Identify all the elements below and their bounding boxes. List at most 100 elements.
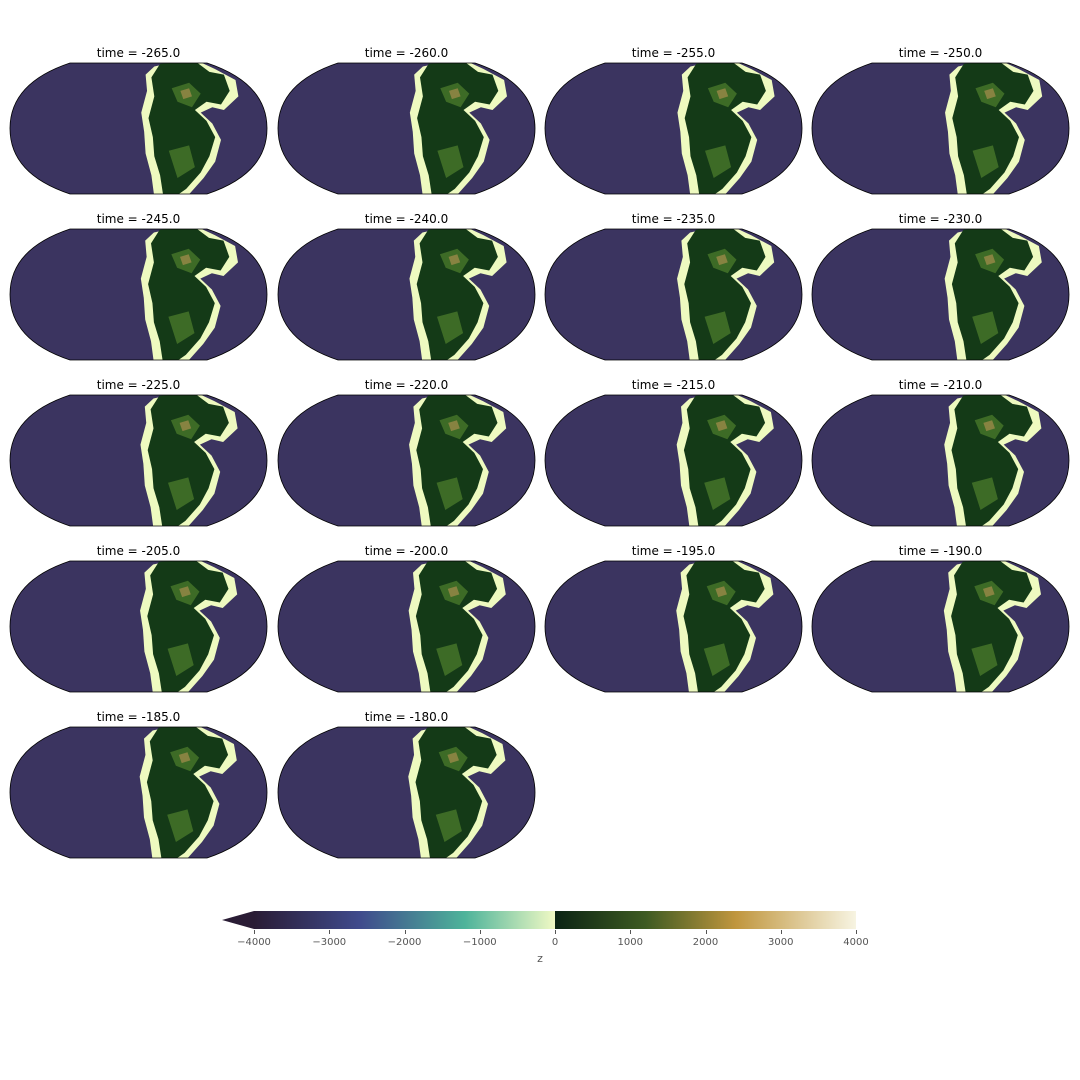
landmass (684, 63, 766, 194)
highland (705, 82, 737, 178)
colorbar-tick (479, 930, 481, 934)
panel-title: time = -190.0 (898, 544, 983, 558)
mountain (449, 88, 461, 100)
highland (167, 746, 200, 842)
map-boundary (811, 394, 1070, 527)
panel-title: time = -260.0 (364, 46, 449, 60)
map-panel (811, 62, 1070, 195)
colorbar-tick (329, 930, 331, 934)
map-panel (544, 62, 803, 195)
landmass (416, 229, 498, 360)
colorbar-land-segment (555, 911, 856, 929)
colorbar-tick-label: 4000 (843, 937, 869, 948)
colorbar-tick (630, 930, 632, 934)
map-panel (544, 394, 803, 527)
map-panel (277, 62, 536, 195)
panel-title: time = -215.0 (631, 378, 716, 392)
map-boundary (277, 560, 536, 693)
highland (437, 248, 469, 344)
highland (437, 82, 470, 178)
highland (436, 414, 469, 510)
map-boundary (811, 560, 1070, 693)
panel-title: time = -210.0 (898, 378, 983, 392)
map-panel (544, 228, 803, 361)
mountain (984, 88, 996, 100)
landmass (148, 229, 230, 360)
highland (704, 248, 737, 344)
highland (168, 248, 201, 344)
map-boundary (544, 62, 803, 195)
landmass (415, 561, 498, 692)
colorbar-label: z (537, 952, 543, 965)
colorbar-tick (705, 930, 707, 934)
mountain (178, 752, 191, 764)
map-boundary (9, 394, 268, 527)
panel-title: time = -265.0 (96, 46, 181, 60)
landmass (951, 561, 1033, 692)
map-panel (9, 560, 268, 693)
mountain (983, 254, 996, 266)
map-panel (811, 228, 1070, 361)
highland (972, 82, 1005, 178)
map-panel (277, 560, 536, 693)
map-boundary (9, 560, 268, 693)
highland (436, 580, 469, 676)
mountain (179, 420, 192, 432)
map-boundary (9, 228, 268, 361)
panel-title: time = -195.0 (631, 544, 716, 558)
colorbar-tick (856, 930, 857, 934)
panel-title: time = -185.0 (96, 710, 181, 724)
highland (435, 746, 468, 842)
colorbar-ocean-segment (254, 911, 555, 929)
colorbar-tick (555, 930, 556, 934)
landmass (951, 395, 1033, 526)
highland (703, 580, 736, 676)
highland (167, 580, 200, 676)
colorbar-tick-label: −4000 (237, 937, 271, 948)
map-panel (9, 726, 268, 859)
map-panel (9, 62, 268, 195)
mountain (448, 420, 460, 432)
landmass (952, 63, 1034, 194)
panel-title: time = -255.0 (631, 46, 716, 60)
map-panel (277, 394, 536, 527)
map-panel (544, 560, 803, 693)
panel-title: time = -230.0 (898, 212, 983, 226)
landmass (416, 395, 498, 526)
landmass (147, 395, 229, 526)
landmass (417, 63, 499, 194)
map-boundary (811, 228, 1070, 361)
panel-title: time = -235.0 (631, 212, 716, 226)
map-boundary (277, 394, 536, 527)
mountain (447, 752, 459, 764)
colorbar-tick-label: 3000 (768, 937, 794, 948)
highland (971, 580, 1004, 676)
map-panel (277, 228, 536, 361)
landmass (951, 229, 1034, 360)
mountain (180, 88, 192, 100)
landmass (148, 63, 230, 194)
landmass (683, 395, 766, 526)
panel-title: time = -200.0 (364, 544, 449, 558)
panel-title: time = -225.0 (96, 378, 181, 392)
landmass (146, 727, 229, 858)
panel-title: time = -245.0 (96, 212, 181, 226)
panel-title: time = -205.0 (96, 544, 181, 558)
mountain (180, 254, 192, 266)
colorbar-tick-label: 1000 (617, 937, 643, 948)
map-boundary (9, 62, 268, 195)
map-panel (9, 394, 268, 527)
map-panel (9, 228, 268, 361)
mountain (983, 586, 995, 598)
map-boundary (9, 726, 268, 859)
map-panel (277, 726, 536, 859)
colorbar-tick-label: −3000 (312, 937, 347, 948)
landmass (684, 229, 766, 360)
landmass (147, 561, 229, 692)
mountain (447, 586, 460, 598)
colorbar-tick (780, 930, 782, 934)
map-panel (811, 560, 1070, 693)
map-boundary (277, 228, 536, 361)
map-boundary (544, 228, 803, 361)
